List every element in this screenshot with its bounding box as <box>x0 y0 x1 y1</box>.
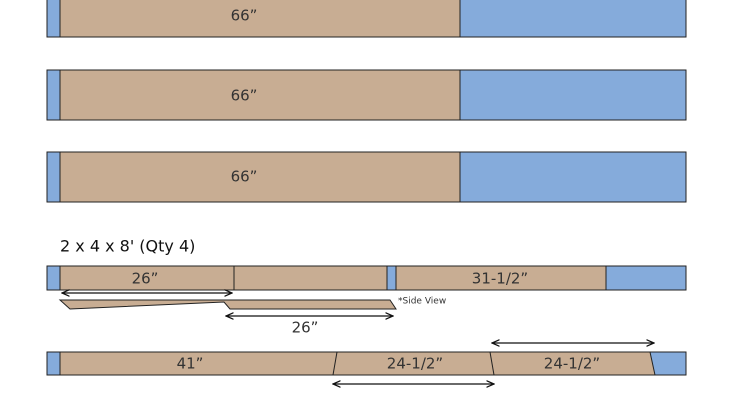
board-a: 26” 31-1/2” *Side View 26” <box>46 265 687 337</box>
piece-label: 26” <box>132 270 159 288</box>
length-label: 66” <box>231 168 258 186</box>
note: *Side View <box>398 297 446 307</box>
piece-label: 41” <box>177 355 204 373</box>
piece-label: 31-1/2” <box>472 270 528 288</box>
board-3: 66” <box>46 151 687 203</box>
board-1: 66” <box>46 0 687 38</box>
side-view-label: 26” <box>292 319 319 337</box>
length-label: 66” <box>231 7 258 25</box>
board-2: 66” <box>46 69 687 121</box>
piece-label: 24-1/2” <box>544 355 600 373</box>
section-title: 2 x 4 x 8' (Qty 4) <box>60 237 195 256</box>
board-b: 41” 24-1/2” 24-1/2” <box>46 343 687 384</box>
length-label: 66” <box>231 87 258 105</box>
piece-label: 24-1/2” <box>387 355 443 373</box>
